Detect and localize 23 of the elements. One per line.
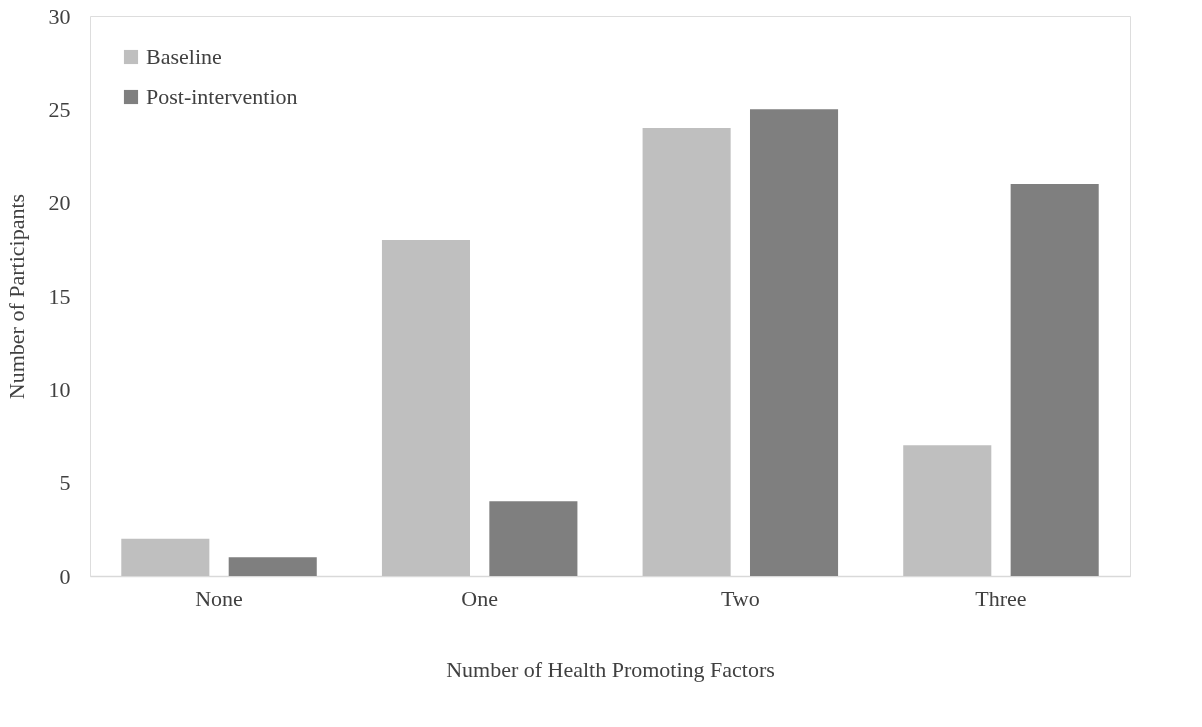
- x-tick-label: One: [461, 585, 498, 611]
- y-axis-title: Number of Participants: [3, 193, 29, 400]
- y-tick-label: 15: [48, 283, 71, 309]
- bar: [228, 557, 317, 576]
- y-tick-label: 0: [59, 563, 71, 589]
- y-tick-label: 20: [48, 190, 71, 216]
- bar: [1010, 184, 1099, 576]
- bar: [489, 501, 578, 576]
- x-tick-label: Three: [975, 585, 1027, 611]
- x-tick-label: Two: [720, 585, 760, 611]
- x-tick-label: None: [195, 585, 243, 611]
- bar: [381, 240, 471, 576]
- bar: [121, 538, 210, 576]
- x-axis-title: Number of Health Promoting Factors: [446, 656, 775, 682]
- y-tick-label: 25: [48, 96, 71, 122]
- y-tick-label: 30: [48, 3, 71, 29]
- y-tick-label: 10: [48, 376, 71, 402]
- legend-label: Baseline: [146, 44, 222, 69]
- y-tick-label: 5: [59, 470, 71, 496]
- bar: [903, 445, 992, 576]
- bar: [642, 128, 731, 576]
- legend-label: Post-intervention: [146, 84, 298, 109]
- bar: [749, 109, 839, 576]
